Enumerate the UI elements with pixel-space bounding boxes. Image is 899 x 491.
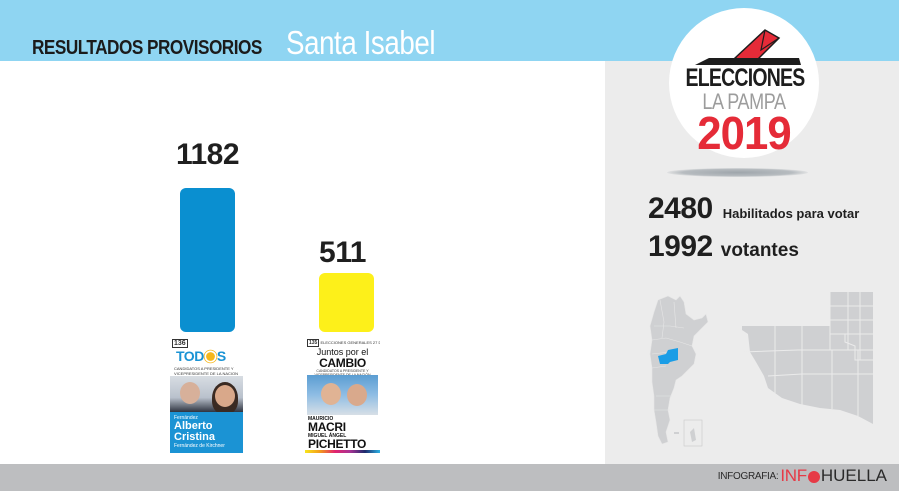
- fingerprint-icon: [807, 471, 820, 483]
- chart-area: [0, 61, 605, 464]
- party-logo-todos: TOD S: [176, 348, 226, 364]
- credit-label: INFOGRAFIA:: [717, 470, 779, 482]
- party-name-line1: Juntos por el: [316, 347, 369, 357]
- bar-todos: [180, 188, 235, 332]
- ballot-frente-de-todos: 136 TOD S CANDIDATOS A PRESIDENTE Y VICEP…: [170, 338, 243, 453]
- logo-circle: [669, 8, 819, 158]
- registered-value: 2480: [648, 192, 713, 225]
- sun-icon: [205, 351, 215, 361]
- page-title: RESULTADOS PROVISORIOS Santa Isabel: [32, 24, 463, 61]
- logo-line2: LA PAMPA: [702, 89, 786, 114]
- title-location: Santa Isabel: [286, 24, 436, 61]
- candidates-photo: [307, 375, 378, 415]
- stat-voters: 1992 votantes: [648, 230, 799, 264]
- registered-label: Habilitados para votar: [722, 206, 860, 221]
- logo-line1: ELECCIONES: [685, 64, 806, 92]
- voters-label: votantes: [720, 240, 799, 261]
- candidates-photo: [170, 376, 243, 414]
- candidate-names: MAURICIO MACRI MIGUEL ÁNGEL PICHETTO: [308, 416, 367, 451]
- stat-registered: 2480 Habilitados para votar: [648, 192, 859, 226]
- credit-brand-huella: HUELLA: [820, 466, 887, 485]
- la-pampa-highlight: [658, 348, 678, 364]
- argentina-map: [649, 295, 709, 447]
- ballot-subtitle: CANDIDATOS A PRESIDENTE Y VICEPRESIDENTE…: [174, 366, 239, 376]
- ballot-color-stripe: [305, 450, 380, 453]
- la-pampa-departments-map: [741, 292, 873, 424]
- logo-shadow: [667, 168, 808, 177]
- candidate-names: Fernández Alberto Cristina Fernández de …: [170, 412, 243, 453]
- ballot-juntos-por-el-cambio: 135 ELECCIONES GENERALES 27 DE OCTUBRE D…: [305, 338, 380, 453]
- logo-year: 2019: [697, 107, 791, 159]
- bar-value-jxc: 511: [319, 236, 366, 269]
- ballot-header: 135 ELECCIONES GENERALES 27 DE OCTUBRE D…: [307, 339, 380, 347]
- ballot-list-number: 136: [172, 339, 188, 348]
- title-prefix: RESULTADOS PROVISORIOS: [32, 37, 262, 59]
- bar-value-todos: 1182: [175, 138, 240, 171]
- credit: INFOGRAFIA: INF HUELLA: [718, 466, 887, 486]
- ballot-box-icon: [695, 29, 801, 65]
- voters-value: 1992: [648, 230, 713, 263]
- credit-brand-info: INF: [780, 466, 807, 485]
- footer-bar: INFOGRAFIA: INF HUELLA: [0, 464, 899, 491]
- party-name-line2: CAMBIO: [319, 356, 366, 370]
- bar-jxc: [319, 273, 374, 332]
